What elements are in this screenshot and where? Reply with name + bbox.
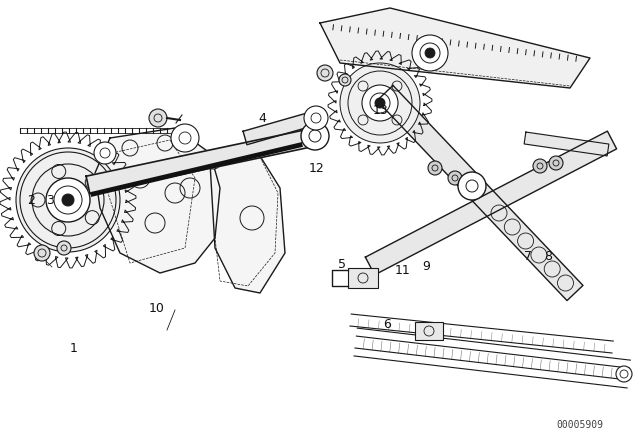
- Circle shape: [425, 48, 435, 58]
- Circle shape: [16, 148, 120, 252]
- Polygon shape: [86, 129, 312, 194]
- Circle shape: [362, 85, 398, 121]
- Circle shape: [317, 65, 333, 81]
- Circle shape: [616, 366, 632, 382]
- Circle shape: [46, 178, 90, 222]
- Circle shape: [428, 161, 442, 175]
- Polygon shape: [328, 51, 432, 155]
- Text: 3: 3: [46, 194, 54, 207]
- Circle shape: [301, 122, 329, 150]
- Text: 2: 2: [27, 194, 35, 207]
- Bar: [348, 268, 378, 288]
- Text: 12: 12: [309, 161, 325, 175]
- Text: 4: 4: [258, 112, 266, 125]
- Text: 1: 1: [70, 341, 78, 354]
- Polygon shape: [0, 132, 136, 268]
- Circle shape: [204, 151, 222, 169]
- Polygon shape: [95, 128, 220, 273]
- Polygon shape: [243, 111, 317, 145]
- Circle shape: [34, 245, 50, 261]
- Text: 9: 9: [422, 260, 430, 273]
- Circle shape: [375, 98, 385, 108]
- Circle shape: [304, 106, 328, 130]
- Text: 5: 5: [338, 258, 346, 271]
- Text: 11: 11: [395, 263, 411, 276]
- Text: 7: 7: [524, 250, 532, 263]
- Circle shape: [533, 159, 547, 173]
- Text: 13: 13: [373, 103, 389, 116]
- Circle shape: [412, 35, 448, 71]
- Polygon shape: [320, 8, 590, 88]
- Polygon shape: [210, 148, 285, 293]
- Polygon shape: [524, 132, 609, 156]
- Circle shape: [171, 124, 199, 152]
- Polygon shape: [365, 131, 616, 275]
- Text: 8: 8: [544, 250, 552, 263]
- Circle shape: [458, 172, 486, 200]
- Circle shape: [340, 63, 420, 143]
- Circle shape: [94, 142, 116, 164]
- Text: 6: 6: [383, 319, 391, 332]
- Text: 00005909: 00005909: [557, 420, 604, 430]
- Circle shape: [149, 109, 167, 127]
- Polygon shape: [377, 86, 583, 301]
- Circle shape: [339, 74, 351, 86]
- Circle shape: [448, 171, 462, 185]
- Circle shape: [57, 241, 71, 255]
- Circle shape: [62, 194, 74, 206]
- Text: 10: 10: [149, 302, 165, 314]
- Bar: [415, 322, 443, 340]
- Circle shape: [549, 156, 563, 170]
